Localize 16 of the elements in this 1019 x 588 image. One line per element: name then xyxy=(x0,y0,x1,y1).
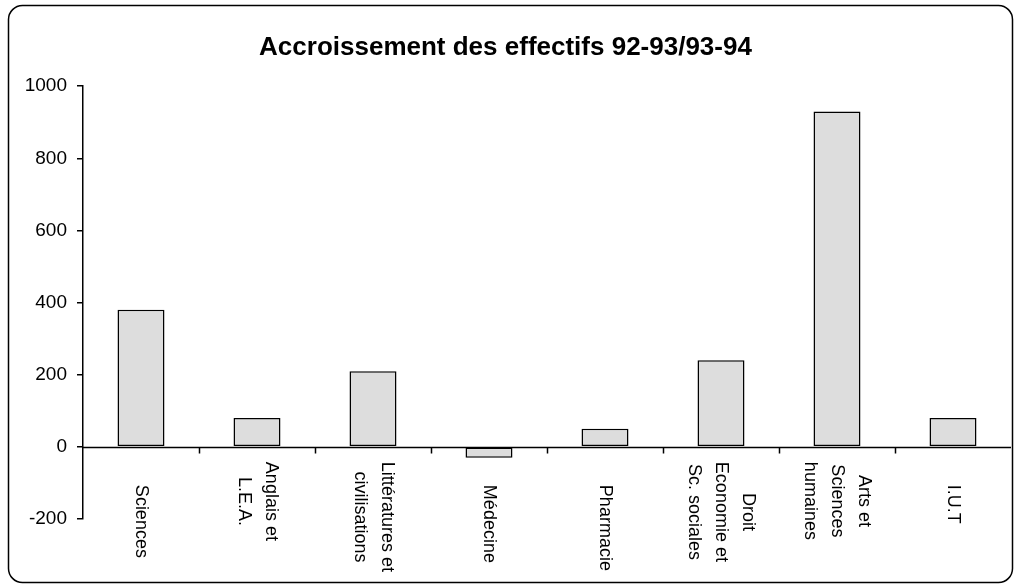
y-tick-label: -200 xyxy=(28,507,67,529)
y-tick-label: 600 xyxy=(35,218,67,240)
y-tick-label: 0 xyxy=(56,435,67,457)
y-tick-label: 200 xyxy=(35,362,67,384)
x-tick-label: Droit Economie et Sc. sociales xyxy=(685,461,760,562)
y-tick-label: 800 xyxy=(35,146,67,168)
x-tick-label: Anglais et L.E.A. xyxy=(234,461,282,541)
y-tick-label: 1000 xyxy=(24,74,67,96)
x-tick-label: Médecine xyxy=(480,484,501,563)
y-tick-label: 400 xyxy=(35,290,67,312)
x-tick-label: Littératures et civilisations xyxy=(350,461,398,572)
x-tick-label: I.U.T xyxy=(944,484,965,524)
x-tick-label: Sciences xyxy=(132,484,153,558)
x-tick-label: Pharmacie xyxy=(596,484,617,571)
x-tick-label: Arts et Sciences humaines xyxy=(801,461,876,540)
chart-title: Accroissement des effectifs 92-93/93-94 xyxy=(259,30,753,61)
